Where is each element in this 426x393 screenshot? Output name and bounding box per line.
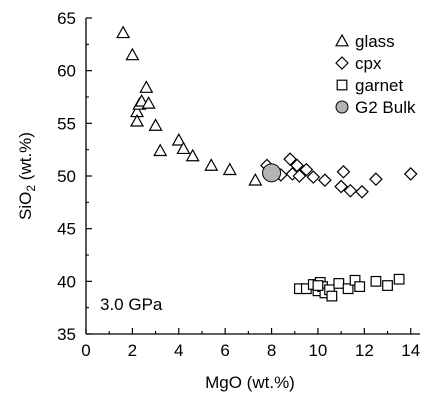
legend-garnet-marker-square <box>336 79 348 91</box>
legend-garnet-label: garnet <box>355 76 403 95</box>
point-glass-triangle <box>176 141 191 155</box>
point-glass-triangle <box>130 113 145 127</box>
legend-g2-bulk-marker <box>335 100 349 114</box>
y-axis-title: SiO2 (wt.%) <box>16 132 38 220</box>
axes: 0 2 4 6 8 10 12 14 35 40 45 50 55 60 65 <box>57 9 420 360</box>
point-g2-bulk-circle <box>262 163 282 183</box>
x-tick-label: 6 <box>220 341 229 360</box>
point-glass-triangle <box>171 132 186 146</box>
point-glass-triangle <box>139 80 154 93</box>
point-glass-triangle <box>185 148 200 162</box>
point-glass-triangle <box>248 172 263 186</box>
y-tick-label: 50 <box>57 167 76 186</box>
x-tick-label: 14 <box>401 341 420 360</box>
point-cpx-diamond <box>403 167 418 181</box>
x-axis-title: MgO (wt.%) <box>205 373 295 392</box>
point-glass-triangle <box>125 47 140 61</box>
y-tick-label: 55 <box>57 114 76 133</box>
legend-cpx-label: cpx <box>355 54 382 73</box>
point-cpx-diamond <box>290 158 304 173</box>
y-axis-title-suffix: (wt.%) <box>16 132 35 185</box>
legend-g2-bulk-label: G2 Bulk <box>355 98 416 117</box>
y-tick-label: 40 <box>57 272 76 291</box>
point-glass-triangle <box>148 118 163 131</box>
legend-cpx-marker-diamond <box>335 56 349 70</box>
point-cpx-diamond <box>369 172 383 187</box>
x-tick-label: 12 <box>355 341 374 360</box>
x-tick-label: 2 <box>128 341 137 360</box>
point-garnet-square <box>312 280 324 291</box>
point-garnet-square <box>354 281 366 292</box>
point-garnet-square <box>393 273 405 285</box>
point-glass-triangle <box>153 143 168 157</box>
point-garnet-square <box>370 275 382 287</box>
point-glass-triangle <box>222 162 237 176</box>
y-axis-title-subscript: 2 <box>24 185 38 192</box>
legend-glass-marker-triangle <box>334 33 350 47</box>
point-garnet-square <box>342 283 354 295</box>
y-tick-label: 35 <box>57 325 76 344</box>
point-cpx-diamond <box>336 164 351 179</box>
pressure-annotation: 3.0 GPa <box>100 295 163 314</box>
point-cpx-diamond <box>283 152 297 166</box>
point-cpx-diamond <box>299 162 314 177</box>
x-tick-label: 0 <box>81 341 90 360</box>
point-garnet-square <box>326 290 338 302</box>
point-cpx-diamond <box>306 170 321 184</box>
point-cpx-diamond <box>318 173 332 188</box>
legend-glass-label: glass <box>355 32 395 51</box>
data-marks <box>116 25 418 302</box>
y-axis-title-main: SiO <box>16 192 35 220</box>
point-garnet-square <box>333 278 345 289</box>
legend: glass cpx garnet G2 Bulk <box>334 32 416 117</box>
point-cpx-diamond <box>355 184 369 199</box>
y-tick-label: 45 <box>57 220 76 239</box>
point-glass-triangle <box>204 158 219 171</box>
point-glass-triangle <box>116 25 131 39</box>
x-tick-label: 4 <box>174 341 183 360</box>
x-tick-label: 10 <box>308 341 327 360</box>
point-cpx-diamond <box>334 179 348 194</box>
point-garnet-square <box>382 280 393 291</box>
point-cpx-diamond <box>292 169 307 183</box>
point-glass-triangle <box>141 96 156 109</box>
point-cpx-diamond <box>343 183 358 198</box>
x-tick-label: 8 <box>267 341 276 360</box>
y-tick-label: 65 <box>57 9 76 28</box>
y-tick-label: 60 <box>57 62 76 81</box>
